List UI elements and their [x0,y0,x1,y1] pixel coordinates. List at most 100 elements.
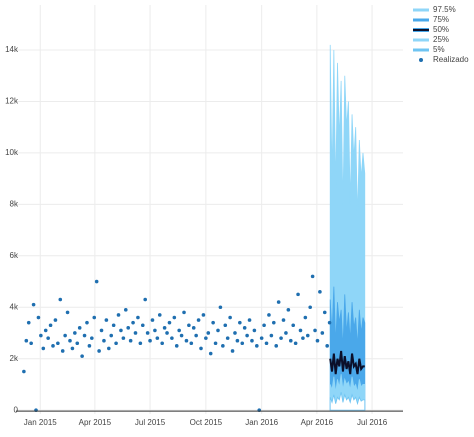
data-point [196,318,201,322]
data-point [143,297,148,302]
y-tick-label: 10k [5,148,19,157]
data-point [267,313,271,317]
data-point [160,341,164,346]
legend-label: Realizado [433,55,469,64]
data-point [228,315,232,320]
data-point [107,346,111,351]
data-point [140,323,145,328]
y-tick-label: 14k [5,45,19,54]
data-point [172,315,177,320]
legend-label: 25% [433,35,449,44]
data-point [116,313,121,317]
data-point [80,354,84,358]
data-point [240,341,245,346]
y-tick-label: 12k [5,97,19,106]
data-point [111,323,116,328]
data-point [46,336,50,340]
data-point [281,318,286,322]
data-point [303,315,308,320]
quantile-area [329,392,366,411]
data-point [162,326,167,330]
data-point [247,318,252,322]
data-point [245,333,249,338]
legend-label: 97.5% [433,5,456,14]
data-point [252,328,257,333]
data-point [41,346,46,351]
data-point [92,315,97,320]
data-point [238,320,242,325]
data-point [187,323,191,328]
data-point [77,326,82,330]
y-tick-label: 4k [10,302,19,311]
data-point [291,323,296,328]
data-point [235,338,240,343]
data-point [322,310,327,315]
quantile-area [329,286,366,411]
x-tick-label: Jan 2015 [24,418,57,427]
data-point [87,344,92,348]
data-point [97,349,101,353]
data-point [29,341,33,346]
data-point [167,320,172,325]
data-point [24,338,29,343]
data-point [48,323,53,328]
data-point [204,336,208,340]
data-point [179,333,184,338]
y-tick-label: 2k [10,354,19,363]
data-point [189,341,194,346]
x-tick-label: Jul 2016 [357,418,388,427]
y-tick-label: 0 [14,405,19,414]
data-point [170,336,174,340]
data-point [126,326,131,330]
data-point [182,310,186,315]
data-point [274,344,279,348]
data-point [271,320,276,325]
data-point [36,315,41,320]
data-point [313,328,317,333]
data-point [150,318,155,322]
legend-label: 75% [433,15,449,24]
data-point [216,328,220,333]
data-point [208,351,213,356]
data-point [305,333,310,338]
data-point [138,341,143,346]
data-point [174,344,179,348]
data-point [201,313,206,317]
data-point [128,338,133,343]
data-point [320,331,325,335]
data-point [301,336,305,340]
data-point [242,326,247,330]
data-point [177,328,181,333]
data-point [31,302,36,307]
data-point [90,336,94,340]
data-point [85,320,89,325]
data-point [136,315,140,320]
data-point [26,320,31,325]
data-point [259,336,264,340]
data-point [213,341,218,346]
data-point [225,336,230,340]
data-point [255,344,259,348]
data-point [269,333,274,338]
data-point [233,331,237,335]
data-point [123,308,128,312]
data-point [293,341,298,346]
legend-swatch [419,58,423,62]
x-tick-label: Oct 2015 [190,418,223,427]
data-point [73,331,77,335]
x-tick-label: Jul 2015 [135,418,166,427]
data-point [94,279,99,284]
data-point [211,320,215,325]
legend-label: 50% [433,25,449,34]
data-point [63,333,67,338]
data-point [43,328,48,333]
data-point [104,318,109,322]
data-point [131,320,135,325]
data-point [191,326,196,330]
data-point [262,323,266,328]
data-point [114,341,118,346]
data-point [153,328,157,333]
data-point [22,369,26,374]
data-point [276,300,281,304]
